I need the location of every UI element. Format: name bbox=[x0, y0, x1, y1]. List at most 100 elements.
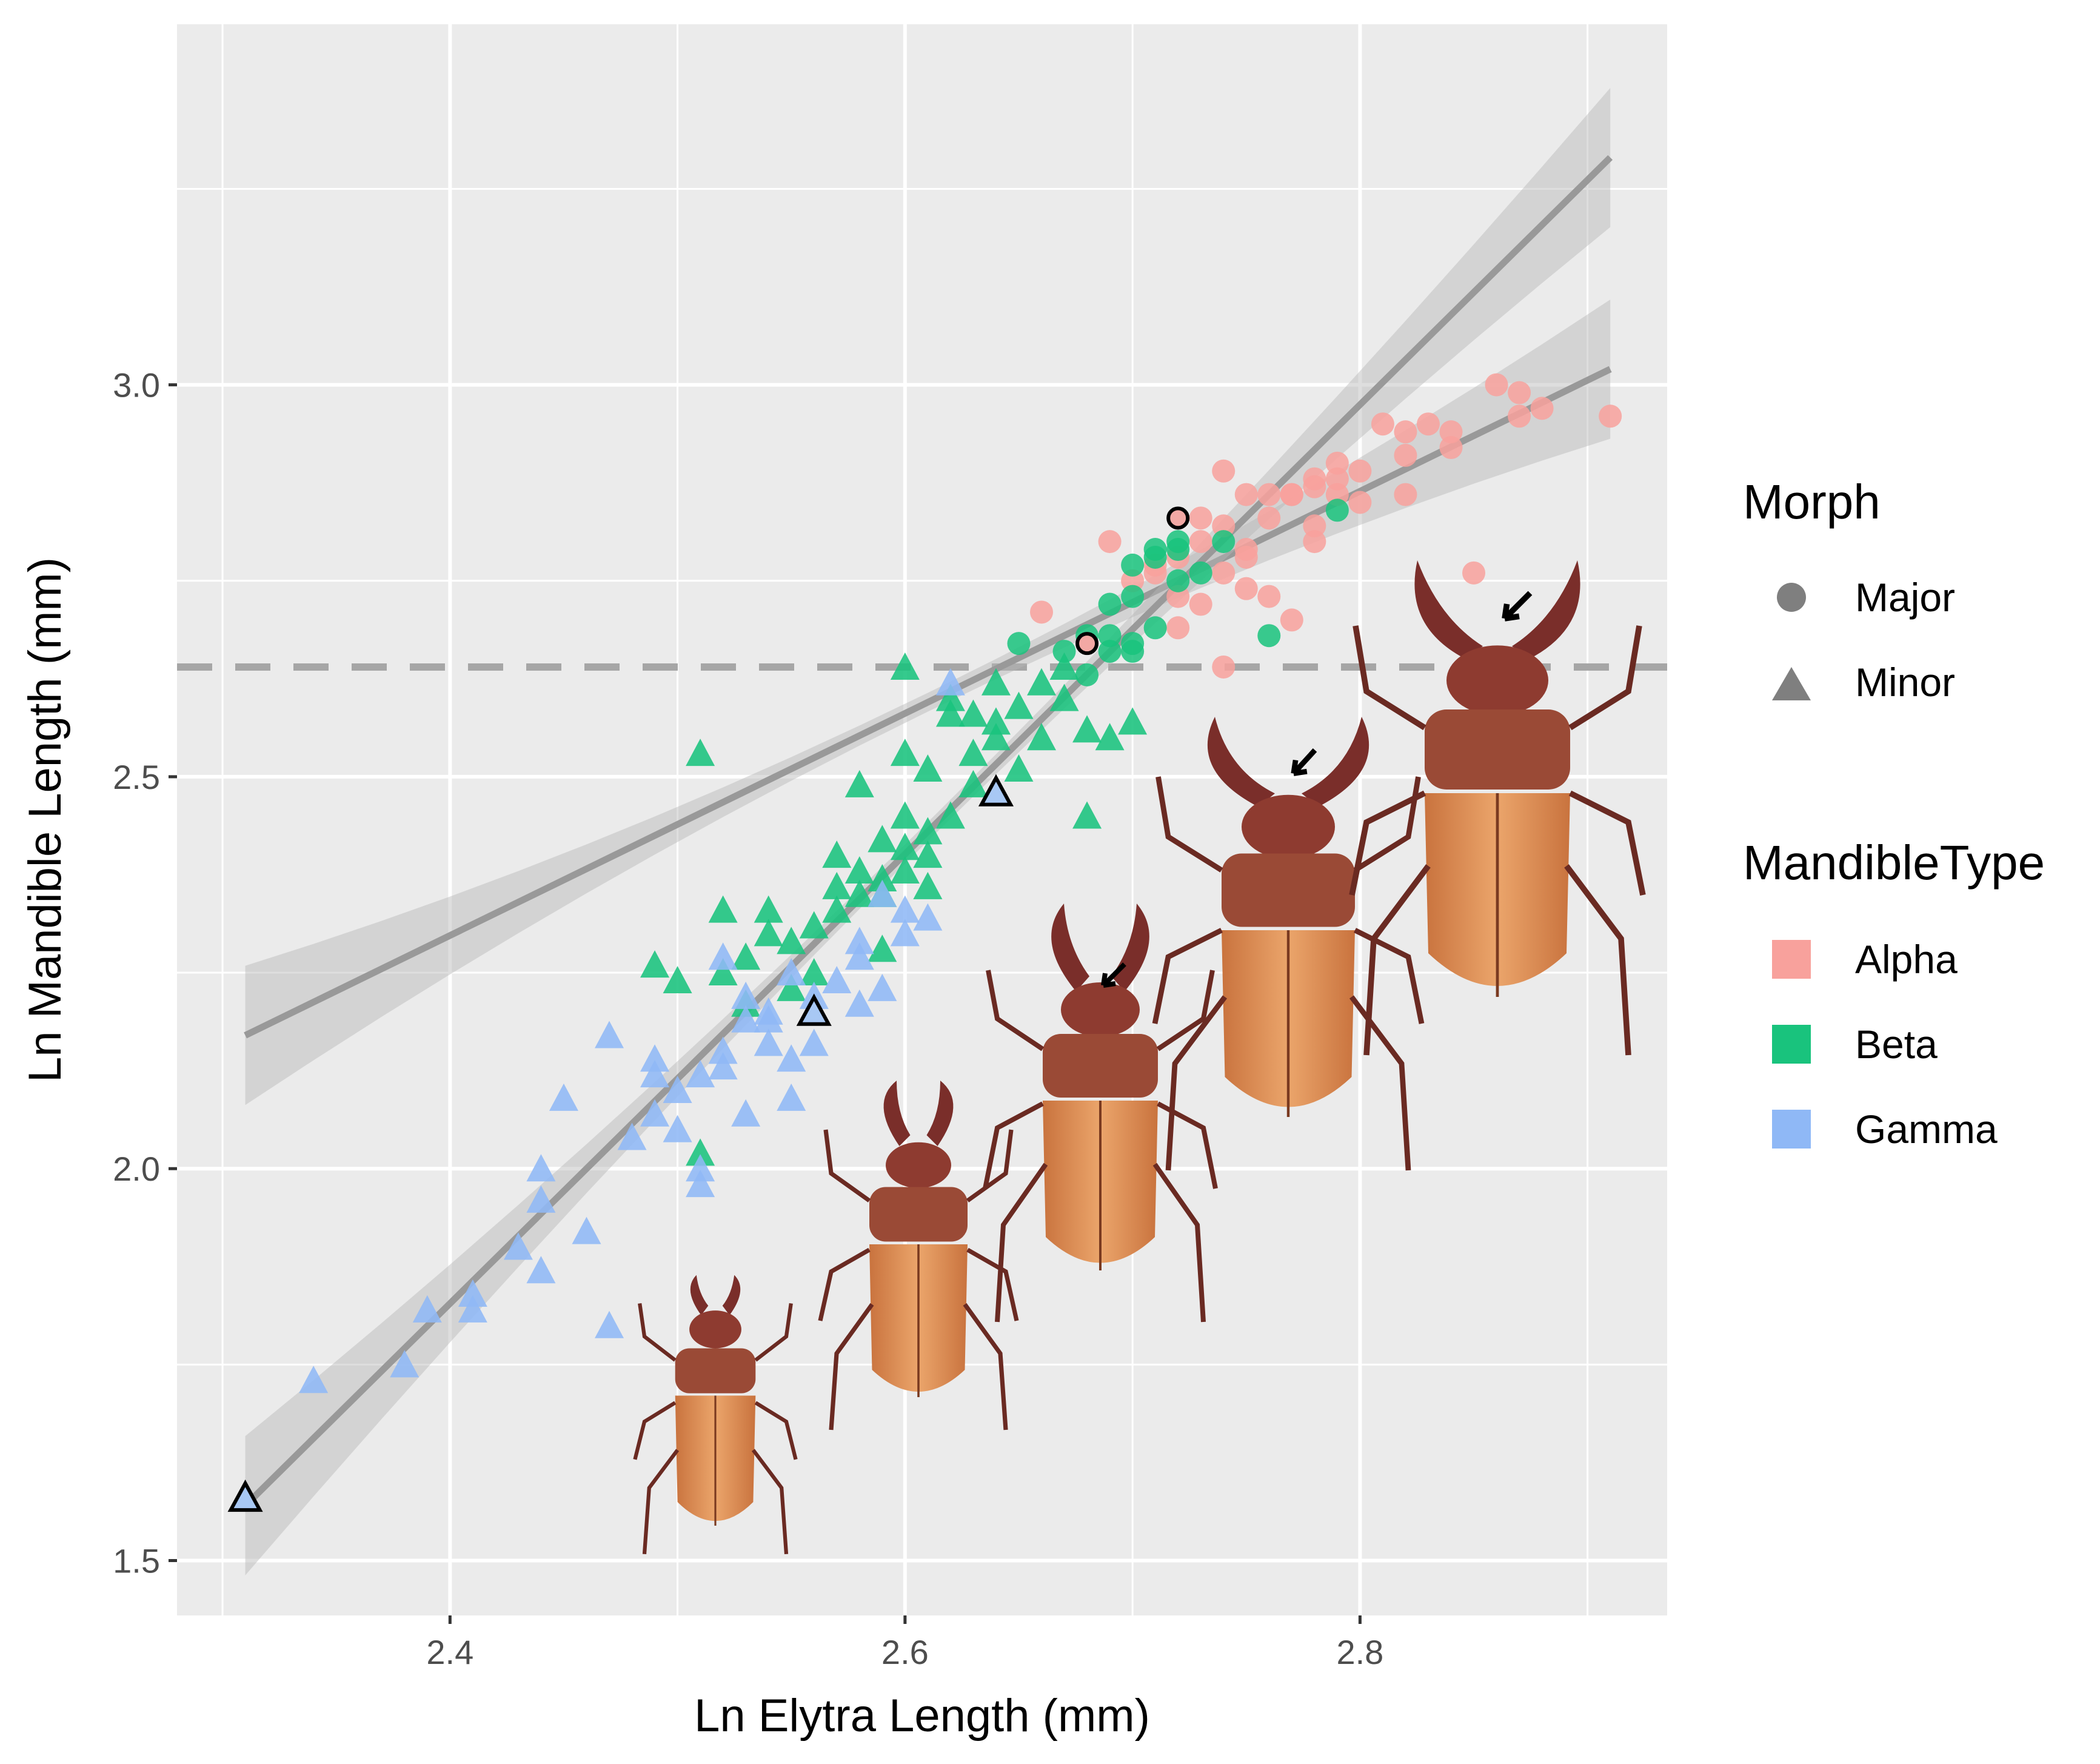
beta-major-point bbox=[1143, 616, 1167, 640]
gamma-minor-point bbox=[549, 1083, 578, 1111]
y-tick-label: 2.5 bbox=[113, 758, 160, 796]
beetle-photo-3 bbox=[983, 904, 1218, 1323]
alpha-major-point bbox=[1234, 483, 1258, 506]
beta-minor-point bbox=[777, 973, 806, 1001]
alpha-major-point bbox=[1212, 561, 1236, 585]
beta-minor-point bbox=[868, 825, 897, 853]
beta-major-point bbox=[1121, 585, 1145, 608]
alpha-major-point bbox=[1325, 467, 1349, 491]
legend-alpha-swatch bbox=[1772, 940, 1811, 979]
y-tick-label: 3.0 bbox=[113, 366, 160, 404]
beta-minor-point bbox=[958, 739, 988, 766]
alpha-major-point bbox=[1257, 585, 1281, 608]
gamma-minor-point bbox=[708, 1052, 738, 1080]
alpha-major-point bbox=[1257, 506, 1281, 530]
beta-major-point bbox=[1257, 624, 1281, 648]
data-points bbox=[227, 373, 1622, 1512]
x-tick-label: 2.8 bbox=[1336, 1633, 1383, 1671]
gamma-minor-point bbox=[844, 927, 874, 954]
legend-mandible-type: MandibleType Alpha Beta Gamma bbox=[1743, 836, 2045, 1152]
gamma-minor-point bbox=[754, 997, 783, 1025]
legend-minor-triangle-icon bbox=[1772, 667, 1811, 700]
gamma-minor-point bbox=[390, 1350, 420, 1378]
beta-minor-point bbox=[958, 699, 988, 727]
beta-major-point bbox=[1121, 553, 1145, 577]
legend-morph: Morph Major Minor bbox=[1743, 475, 1955, 705]
alpha-major-point bbox=[1508, 404, 1531, 428]
beta-minor-point bbox=[686, 1138, 715, 1166]
gamma-minor-point bbox=[868, 973, 897, 1001]
beta-minor-point bbox=[754, 919, 783, 947]
beta-minor-point bbox=[822, 871, 852, 899]
gamma-minor-point bbox=[458, 1279, 487, 1307]
alpha-major-point bbox=[1599, 404, 1622, 428]
beta-minor-point bbox=[935, 683, 965, 711]
gamma-minor-point bbox=[617, 1122, 647, 1150]
beta-minor-point bbox=[708, 958, 738, 986]
gamma-minor-point bbox=[822, 965, 852, 993]
gamma-minor-point bbox=[572, 1216, 601, 1244]
alpha-major-point bbox=[1439, 436, 1463, 460]
alpha-major-point bbox=[1416, 412, 1440, 436]
alpha-major-point bbox=[1280, 608, 1303, 632]
beta-minor-point bbox=[686, 739, 715, 766]
alpha-major-point bbox=[1303, 475, 1326, 498]
alpha-major-point bbox=[1030, 600, 1054, 624]
beta-minor-point bbox=[913, 840, 943, 868]
beta-minor-point bbox=[935, 699, 965, 727]
gamma-minor-point bbox=[503, 1232, 533, 1260]
gamma-minor-point bbox=[686, 1154, 715, 1182]
beta-minor-point bbox=[890, 833, 920, 860]
alpha-major-point bbox=[1303, 530, 1326, 554]
legend-alpha-label: Alpha bbox=[1855, 937, 1958, 982]
beta-major-point bbox=[1052, 640, 1076, 663]
alpha-major-point bbox=[1189, 530, 1212, 554]
beta-minor-point bbox=[1004, 754, 1034, 782]
beta-major-point bbox=[1325, 498, 1349, 522]
gamma-minor-point bbox=[640, 1044, 670, 1072]
alpha-major-point bbox=[1257, 483, 1281, 506]
beta-minor-point bbox=[822, 840, 852, 868]
beta-major-point bbox=[1098, 624, 1122, 648]
gamma-minor-point bbox=[526, 1185, 556, 1213]
gamma-minor-point bbox=[731, 1099, 761, 1127]
beta-minor-point bbox=[868, 934, 897, 962]
beta-major-point bbox=[1166, 530, 1190, 554]
beetle-photo-1 bbox=[633, 1275, 798, 1555]
beta-minor-point bbox=[1072, 801, 1102, 829]
beta-minor-point bbox=[981, 707, 1011, 735]
alpha-major-point bbox=[1098, 530, 1122, 554]
highlighted-minor-point bbox=[978, 774, 1014, 807]
gamma-minor-point bbox=[640, 1099, 670, 1127]
alpha-major-point bbox=[1485, 373, 1508, 397]
x-axis-title: Ln Elytra Length (mm) bbox=[694, 1690, 1150, 1742]
highlighted-minor-point bbox=[796, 993, 832, 1026]
alpha-major-point bbox=[1348, 459, 1372, 483]
beta-minor-point bbox=[913, 817, 943, 845]
gamma-minor-point bbox=[299, 1366, 329, 1393]
gamma-minor-point bbox=[686, 1170, 715, 1198]
y-axis-title: Ln Mandible Length (mm) bbox=[19, 557, 71, 1082]
beta-minor-point bbox=[1072, 715, 1102, 743]
beta-minor-point bbox=[799, 958, 829, 986]
gamma-minor-point bbox=[868, 879, 897, 907]
alpha-major-point bbox=[1394, 420, 1417, 444]
legend-beta-label: Beta bbox=[1855, 1022, 1938, 1067]
legend-gamma-label: Gamma bbox=[1855, 1107, 1998, 1152]
beta-minor-point bbox=[1027, 723, 1057, 751]
gamma-minor-point bbox=[913, 903, 943, 931]
gamma-minor-point bbox=[777, 958, 806, 986]
beta-minor-point bbox=[1049, 683, 1079, 711]
alpha-major-point bbox=[1212, 655, 1236, 679]
beta-minor-point bbox=[890, 739, 920, 766]
legend-major-label: Major bbox=[1855, 575, 1955, 620]
alpha-major-point bbox=[1394, 483, 1417, 506]
overall-fit-line bbox=[244, 366, 1612, 1039]
beta-minor-point bbox=[822, 895, 852, 923]
gamma-minor-point bbox=[844, 989, 874, 1017]
beta-minor-point bbox=[868, 864, 897, 891]
gamma-minor-point bbox=[844, 942, 874, 970]
alpha-major-point bbox=[1508, 381, 1531, 404]
alpha-major-point bbox=[1462, 561, 1486, 585]
